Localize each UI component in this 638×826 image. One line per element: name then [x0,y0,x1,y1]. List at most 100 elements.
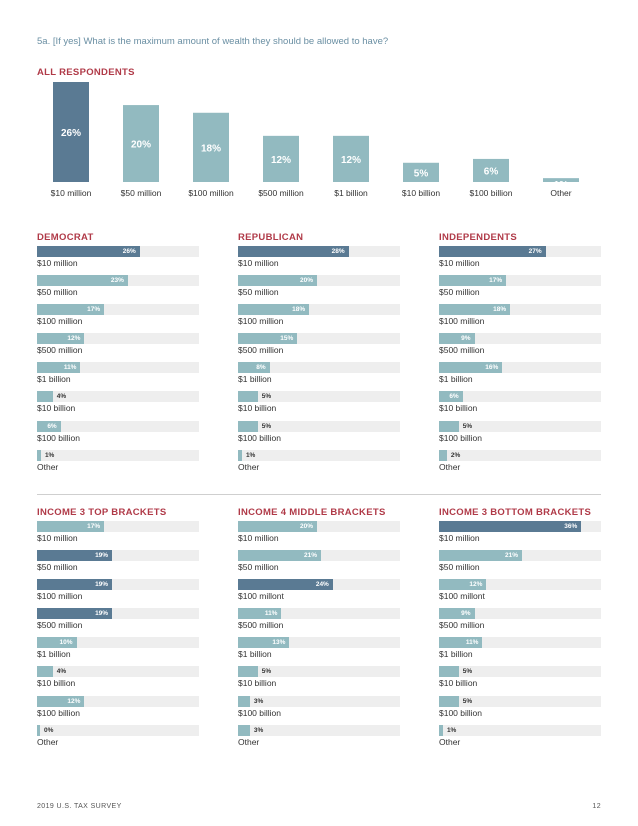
category-label: $10 billion [238,403,277,414]
category-label: $500 million [439,345,485,356]
bar-track: 5% [238,420,400,432]
bar-value-label: 20% [300,523,314,530]
bar-track: 4% [37,666,199,678]
bar-row: 19% $50 million [37,550,199,579]
category-label: $100 billion [439,432,483,443]
bar [37,246,140,257]
bar-row: 13% $1 billion [238,637,400,666]
bar-track: 15% [238,333,400,345]
bar-value-label: 9% [461,335,471,343]
bar-track: 28% [238,246,400,257]
bar-value-label: 1% [245,451,256,459]
category-label: $100 billion [37,707,81,718]
category-label: $50 million [439,287,480,298]
bar-track: 17% [37,304,199,316]
bar-track: 11% [37,362,199,374]
bar-value-label: 4% [56,393,67,401]
bar-value-label: 12% [341,155,361,166]
category-label: $100 million [37,316,83,327]
category-label: $100 million [238,316,284,327]
bar-value-label: 5% [261,393,272,401]
bar-track: 3% [238,724,400,736]
bar-value-label: 26% [61,128,81,139]
bar-row: 9% $500 million [439,608,601,637]
bar [123,105,159,182]
x-tick-label: $100 million [188,188,234,198]
bar-track: 26% [37,246,199,257]
bar [439,724,443,736]
category-label: $10 billion [439,403,478,414]
bar-row: 18% $100 million [238,304,400,333]
bar-value-label: 21% [504,552,518,560]
bar-track: 27% [439,246,601,257]
category-label: $50 million [37,562,78,573]
bar [238,637,290,649]
all-respondents-title: ALL RESPONDENTS [37,67,135,78]
bar-row: 3% $100 billion [238,695,400,725]
bar-track: 18% [238,304,400,316]
bar [439,550,522,562]
bar-value-label: 13% [272,639,286,647]
bar-track: 17% [439,275,601,287]
bar [439,666,459,678]
bar-track: 21% [238,550,400,562]
bar-value-label: 20% [131,140,151,151]
category-label: $10 million [439,258,480,268]
x-tick-label: Other [550,188,571,198]
bar-row: 5% $100 billion [238,420,400,450]
panel-title: INCOME 3 TOP BRACKETS [37,507,167,518]
bar-row: 27% $10 million [439,246,601,275]
category-label: $10 million [238,258,279,268]
bar-row: 4% $10 billion [37,666,199,695]
bar-row: 11% $500 million [238,608,400,637]
bar-value-label: 1% [554,180,569,191]
bar-value-label: 5% [261,422,272,430]
bar [37,449,41,461]
bar [37,724,40,736]
bar [238,666,258,678]
bar-value-label: 20% [300,277,314,285]
bar [439,362,503,374]
bar-value-label: 6% [484,166,499,177]
panel-income-bottom: INCOME 3 BOTTOM BRACKETS 36% $10 million 2… [439,507,601,754]
bar [37,275,128,287]
bar-value-label: 16% [485,364,499,372]
bar-row: 12% $100 billion [37,695,199,725]
panel-republican: REPUBLICAN 28% $10 million 20% $50 million 1… [238,232,400,479]
bar-row: 9% $500 million [439,333,601,362]
bar-track: 8% [238,362,400,374]
category-label: $100 millont [439,591,485,602]
question-text: 5a. [If yes] What is the maximum amount … [37,36,389,47]
bar [238,333,298,345]
category-label: $500 million [238,620,284,631]
bar-value-label: 2% [450,451,461,459]
x-tick-label: $10 billion [402,188,441,198]
bar-track: 16% [439,362,601,374]
bar-track: 6% [439,391,601,403]
bar [37,579,113,591]
bar-value-label: 19% [95,581,109,589]
bar-value-label: 28% [331,248,345,255]
panel-title: DEMOCRAT [37,232,94,243]
bar [238,275,318,287]
bar-row: 1% Other [439,724,601,754]
bar-track: 11% [238,608,400,620]
category-label: $500 million [439,620,485,631]
bar-value-label: 5% [462,668,473,676]
bar [439,420,459,432]
bar-row: 19% $100 million [37,579,199,608]
bar-track: 21% [439,550,601,562]
category-label: Other [439,736,461,747]
bar-track: 5% [238,666,400,678]
bar-row: 28% $10 million [238,246,400,275]
bar-value-label: 3% [253,697,264,705]
bar-track: 10% [37,637,199,649]
bar-track: 5% [439,666,601,678]
category-label: Other [37,736,59,747]
bar [439,637,483,649]
bar [193,112,229,182]
bar-value-label: 18% [201,143,221,154]
category-label: $100 billion [439,707,483,718]
bar-row: 19% $500 million [37,608,199,637]
bar-row: 20% $10 million [238,521,400,550]
